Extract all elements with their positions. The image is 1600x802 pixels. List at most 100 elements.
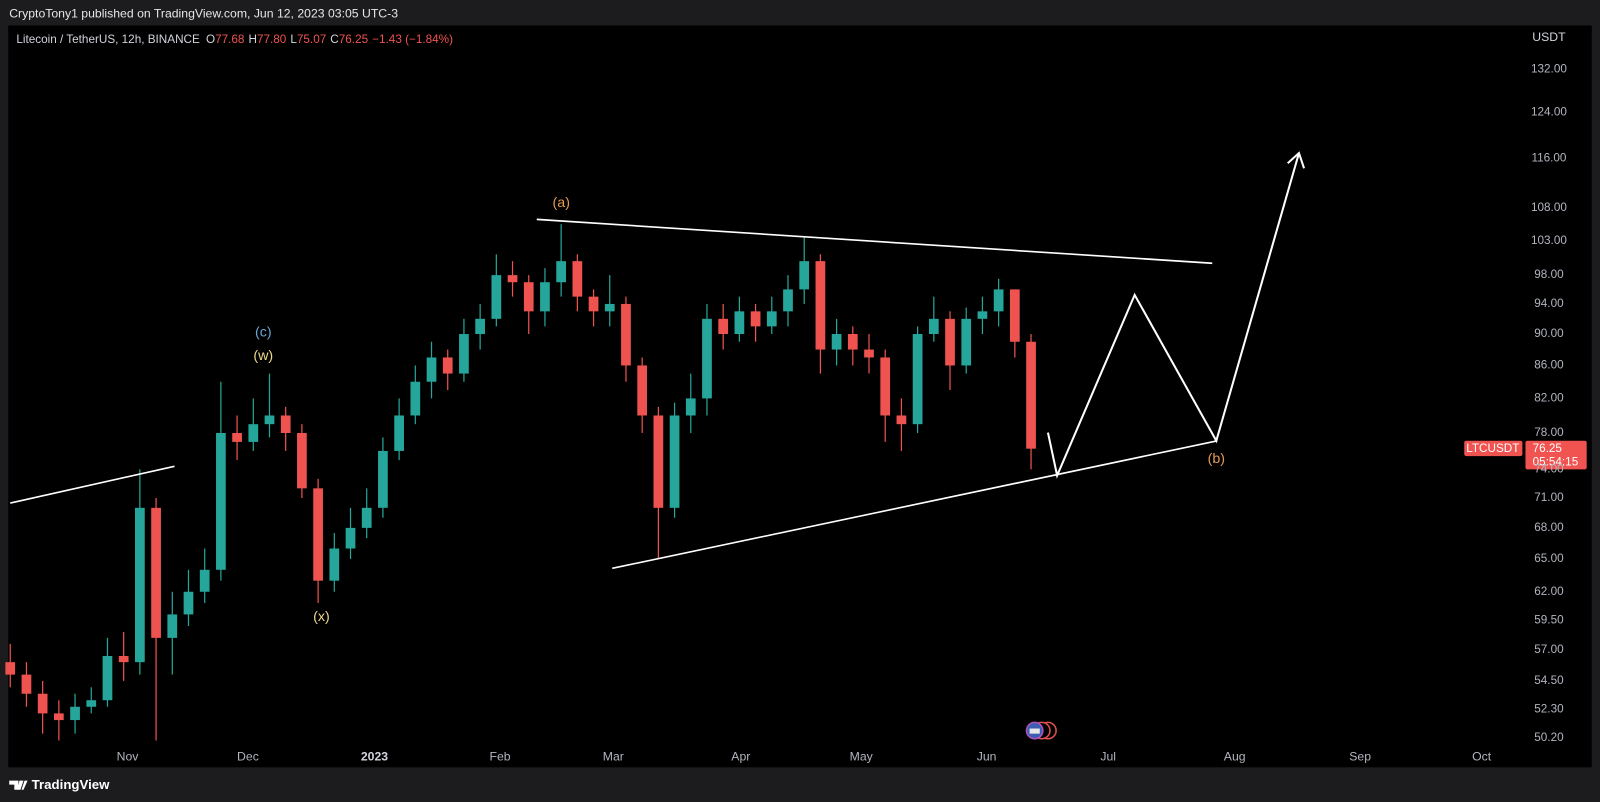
y-tick-label: 65.00 xyxy=(1534,552,1564,565)
candle-body xyxy=(118,655,129,663)
x-tick-label: Nov xyxy=(117,749,140,763)
x-tick-label: Mar xyxy=(603,749,624,763)
event-icon xyxy=(1025,721,1057,740)
logo-mark xyxy=(9,780,28,790)
candle-body xyxy=(847,334,858,350)
candle-body xyxy=(766,311,777,327)
x-tick-label: Aug xyxy=(1224,749,1246,763)
chart-pane xyxy=(8,25,1592,768)
candle-body xyxy=(394,415,404,451)
candle-body xyxy=(815,261,826,350)
candle-body xyxy=(1009,289,1020,342)
candle-body xyxy=(750,311,761,327)
axis-unit: USDT xyxy=(1532,30,1566,44)
candle-body xyxy=(459,334,469,374)
x-tick-label: Oct xyxy=(1472,749,1492,763)
y-tick-label: 108.00 xyxy=(1531,201,1567,214)
x-tick-label: May xyxy=(850,749,874,763)
candle-body xyxy=(102,655,113,701)
candle-body xyxy=(540,282,550,312)
symbol-tag xyxy=(1464,440,1523,457)
last-price: 76.25 xyxy=(1533,442,1563,455)
y-tick-label: 124.00 xyxy=(1531,105,1567,118)
candle-body xyxy=(702,318,712,399)
arrow-head xyxy=(1287,151,1306,169)
candle-body xyxy=(329,548,340,581)
ohlc-key: C xyxy=(330,33,339,46)
candle-body xyxy=(5,662,16,675)
x-tick-label: Feb xyxy=(490,749,511,763)
candle-body xyxy=(864,349,874,358)
x-tick-label: Jun xyxy=(977,749,997,763)
candle-body xyxy=(232,432,242,442)
x-tick-label: Jul xyxy=(1100,749,1116,763)
change: −1.43 (−1.84%) xyxy=(372,33,453,46)
y-tick-label: 74.00 xyxy=(1534,462,1564,475)
y-tick-label: 54.50 xyxy=(1534,674,1564,687)
candle-body xyxy=(345,527,356,549)
ohlc-value: 77.80 xyxy=(257,33,287,46)
projection-path xyxy=(1046,152,1300,479)
drawings xyxy=(10,151,1306,570)
candle-body xyxy=(588,296,599,312)
y-tick-label: 98.00 xyxy=(1534,268,1564,281)
candle-body xyxy=(621,303,631,366)
bar-countdown: 05:54:15 xyxy=(1533,455,1579,468)
candle-body xyxy=(199,569,210,592)
candle-body xyxy=(718,318,729,335)
x-tick-label: Dec xyxy=(237,749,259,763)
candle-body xyxy=(912,334,923,425)
trend-line xyxy=(612,439,1218,570)
candle-body xyxy=(604,303,615,312)
candle-body xyxy=(70,706,80,721)
price-tag xyxy=(1525,440,1587,470)
y-tick-label: 82.00 xyxy=(1534,391,1564,404)
candle-body xyxy=(361,507,372,528)
y-tick-label: 71.00 xyxy=(1534,491,1564,504)
y-tick-label: 78.00 xyxy=(1534,426,1564,439)
candles xyxy=(5,224,1036,741)
candle-body xyxy=(993,289,1004,312)
y-tick-label: 116.00 xyxy=(1531,152,1566,165)
symbol-title: Litecoin / TetherUS, 12h, BINANCE xyxy=(16,33,200,46)
publish-header: CryptoTony1 published on TradingView.com… xyxy=(9,7,398,21)
candle-body xyxy=(896,415,907,425)
candle-body xyxy=(313,488,323,581)
candle-body xyxy=(167,614,178,638)
candle-body xyxy=(734,311,745,335)
wave-label: (x) xyxy=(313,609,330,625)
symbol-legend: Litecoin / TetherUS, 12h, BINANCE O77.68 H… xyxy=(16,33,453,46)
candle-body xyxy=(442,357,453,374)
trend-line xyxy=(10,465,175,504)
candle-body xyxy=(523,282,534,312)
candle-body xyxy=(653,415,664,508)
ohlc-value: 77.68 xyxy=(215,33,245,46)
candle-body xyxy=(945,318,955,366)
trend-line xyxy=(536,218,1213,265)
wave-label: (a) xyxy=(553,195,570,211)
ohlc-key: O xyxy=(206,33,215,46)
candle-body xyxy=(21,674,32,694)
candle-body xyxy=(961,318,972,366)
candle-body xyxy=(135,507,145,663)
candle-body xyxy=(410,381,421,416)
x-tick-label: Sep xyxy=(1349,749,1371,763)
y-tick-label: 103.00 xyxy=(1531,234,1567,247)
candle-body xyxy=(378,450,388,508)
wave-label: (c) xyxy=(255,324,272,340)
y-tick-label: 62.00 xyxy=(1534,585,1564,598)
candle-body xyxy=(151,507,161,638)
ohlc-key: L xyxy=(290,33,297,46)
candle-body xyxy=(799,261,810,290)
y-tick-label: 94.00 xyxy=(1534,297,1564,310)
candle-body xyxy=(928,318,939,335)
wave-label: (b) xyxy=(1208,451,1225,467)
logo: TradingView xyxy=(9,777,110,792)
y-tick-label: 86.00 xyxy=(1534,359,1564,372)
ohlc-value: 76.25 xyxy=(339,33,369,46)
y-tick-label: 59.50 xyxy=(1534,613,1564,626)
candle-body xyxy=(880,357,891,416)
candle-body xyxy=(297,432,307,489)
candle-body xyxy=(426,357,437,382)
